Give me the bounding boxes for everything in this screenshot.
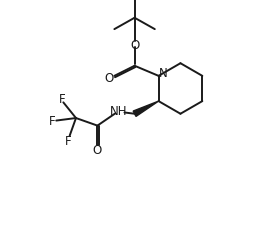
- Text: O: O: [130, 39, 139, 52]
- Text: F: F: [59, 92, 65, 105]
- Text: F: F: [49, 115, 55, 128]
- Text: O: O: [93, 144, 102, 157]
- Polygon shape: [133, 102, 158, 117]
- Text: F: F: [65, 134, 72, 147]
- Text: N: N: [159, 66, 167, 79]
- Text: O: O: [105, 71, 114, 84]
- Text: NH: NH: [110, 104, 128, 117]
